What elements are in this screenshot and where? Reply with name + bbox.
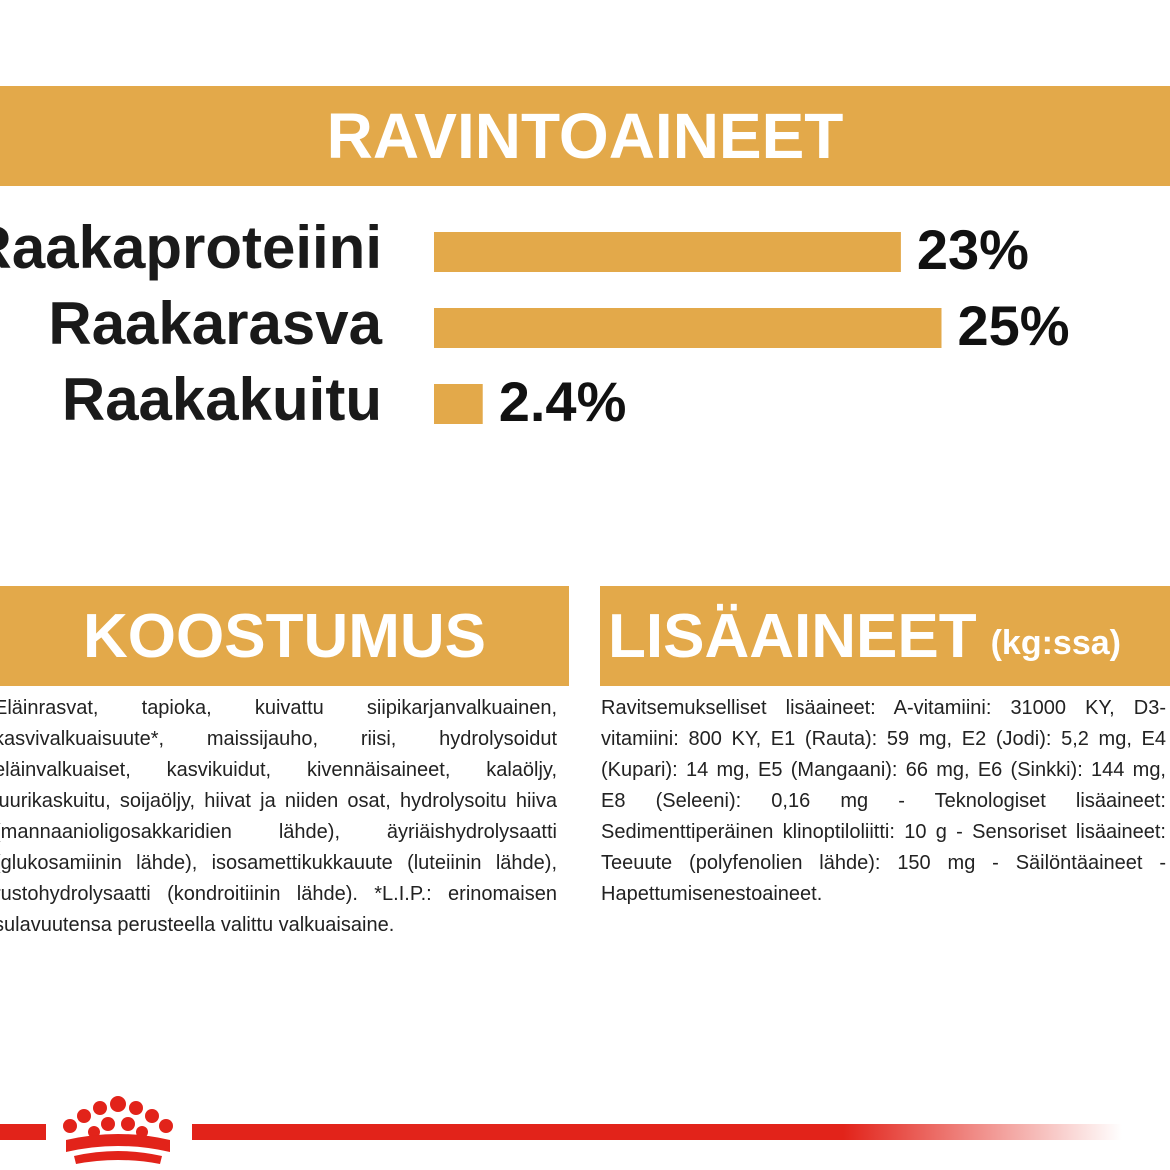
additives-header: LISÄAINEET (kg:ssa) <box>600 586 1170 686</box>
composition-header: KOOSTUMUS <box>0 586 569 686</box>
footer-logo <box>0 1096 1122 1164</box>
category-label: Raakarasva <box>48 290 382 357</box>
value-label: 25% <box>958 294 1070 357</box>
value-label: 23% <box>917 218 1029 281</box>
additives-text: Ravitsemukselliset lisäaineet: A-vitamii… <box>601 697 1166 905</box>
additives-unit: (kg:ssa) <box>990 623 1121 662</box>
category-label: Raakaproteiini <box>0 214 382 281</box>
bar <box>434 384 483 424</box>
value-label: 2.4% <box>499 370 627 433</box>
nutrient-chart: Raakaproteiini 23% Raakarasva 25% Raakakuitu… <box>0 214 1070 433</box>
nutrients-header: RAVINTOAINEET <box>0 86 1170 186</box>
category-label: Raakakuitu <box>62 366 382 433</box>
bar <box>434 308 942 348</box>
additives-title: LISÄAINEET <box>608 601 977 671</box>
nutrients-title: RAVINTOAINEET <box>326 100 844 172</box>
composition-text: Eläinrasvat, tapioka, kuivattu siipikarj… <box>0 697 557 936</box>
bar <box>434 232 901 272</box>
composition-title: KOOSTUMUS <box>83 601 486 671</box>
